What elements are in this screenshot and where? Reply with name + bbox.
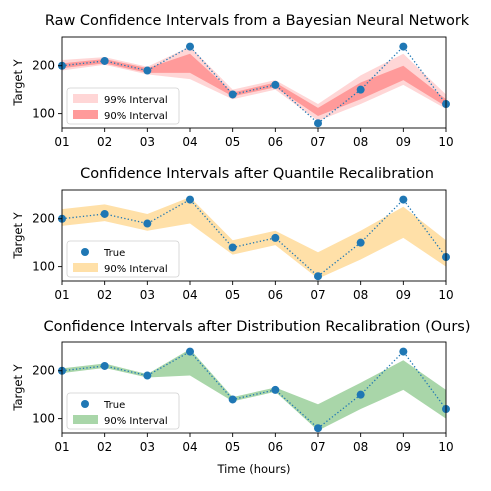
data-point <box>186 347 194 356</box>
data-point <box>271 80 280 89</box>
legend-label: 90% Interval <box>104 264 168 275</box>
legend-swatch <box>73 94 98 103</box>
x-tick-label: 03 <box>140 135 155 149</box>
x-tick-label: 09 <box>396 288 411 302</box>
legend-swatch <box>73 110 98 119</box>
data-point <box>186 195 194 204</box>
data-point <box>314 119 322 128</box>
x-tick-label: 03 <box>140 440 155 454</box>
data-point <box>314 272 322 281</box>
data-point <box>143 66 152 75</box>
x-tick-label: 07 <box>310 440 325 454</box>
chart-panel: Raw Confidence Intervals from a Bayesian… <box>11 13 470 149</box>
x-tick-label: 02 <box>97 288 112 302</box>
series-line <box>61 45 447 125</box>
x-tick-label: 10 <box>438 135 453 149</box>
y-axis-label: Target Y <box>11 363 25 411</box>
chart-panel: Confidence Intervals after Quantile Reca… <box>11 166 454 302</box>
data-point <box>271 233 280 242</box>
x-tick-label: 02 <box>97 440 112 454</box>
y-axis-label: Target Y <box>11 58 25 106</box>
y-tick-label: 200 <box>32 364 55 378</box>
chart-title: Confidence Intervals after Distribution … <box>43 319 470 335</box>
data-point <box>143 219 152 228</box>
legend-label: True <box>103 248 125 259</box>
data-point <box>399 347 408 356</box>
data-point <box>356 390 365 399</box>
y-tick-label: 200 <box>32 212 55 226</box>
axes-frame <box>61 341 447 434</box>
legend-swatch <box>73 263 98 272</box>
x-tick-label: 08 <box>353 288 368 302</box>
y-tick-label: 100 <box>32 412 55 426</box>
legend-label: 90% Interval <box>104 111 168 122</box>
x-tick-label: 08 <box>353 440 368 454</box>
data-point <box>186 42 194 51</box>
interval-band <box>62 53 446 117</box>
x-tick-label: 10 <box>438 288 453 302</box>
data-point <box>100 361 109 370</box>
x-tick-label: 03 <box>140 288 155 302</box>
x-tick-label: 09 <box>396 135 411 149</box>
x-tick-label: 06 <box>268 288 283 302</box>
data-point <box>356 85 365 94</box>
axes-frame <box>61 36 447 129</box>
x-tick-label: 05 <box>225 288 240 302</box>
x-tick-label: 04 <box>182 135 197 149</box>
x-tick-label: 04 <box>182 288 197 302</box>
x-tick-label: 01 <box>54 135 69 149</box>
legend-marker <box>81 400 89 408</box>
y-tick-label: 100 <box>32 107 55 121</box>
data-point <box>228 243 237 252</box>
chart-panel: Confidence Intervals after Distribution … <box>11 319 471 454</box>
legend-swatch <box>73 415 98 424</box>
chart-title: Raw Confidence Intervals from a Bayesian… <box>45 13 470 29</box>
x-tick-label: 10 <box>438 440 453 454</box>
x-tick-label: 04 <box>182 440 197 454</box>
x-tick-label: 01 <box>54 440 69 454</box>
x-tick-label: 07 <box>310 288 325 302</box>
data-point <box>228 90 237 99</box>
x-tick-label: 05 <box>225 135 240 149</box>
legend-label: 99% Interval <box>104 95 168 106</box>
series-line <box>61 198 447 278</box>
x-tick-label: 09 <box>396 440 411 454</box>
data-point <box>356 238 365 247</box>
legend-label: 90% Interval <box>104 416 168 427</box>
data-point <box>143 371 152 380</box>
y-axis-label: Target Y <box>11 211 25 259</box>
x-tick-label: 06 <box>268 440 283 454</box>
data-point <box>399 42 408 51</box>
x-tick-label: 07 <box>310 135 325 149</box>
chart-title: Confidence Intervals after Quantile Reca… <box>80 166 434 182</box>
series-line <box>61 350 447 430</box>
legend-label: True <box>103 400 125 411</box>
x-axis-label: Time (hours) <box>216 462 290 476</box>
x-tick-label: 06 <box>268 135 283 149</box>
legend-marker <box>81 248 89 256</box>
charts-container: Raw Confidence Intervals from a Bayesian… <box>11 13 471 454</box>
x-tick-label: 01 <box>54 288 69 302</box>
data-point <box>271 385 280 394</box>
x-tick-label: 05 <box>225 440 240 454</box>
y-tick-label: 200 <box>32 59 55 73</box>
x-tick-label: 02 <box>97 135 112 149</box>
axes-frame <box>61 189 447 282</box>
y-tick-label: 100 <box>32 260 55 274</box>
data-point <box>314 424 322 433</box>
data-point <box>100 209 109 218</box>
data-point <box>100 56 109 65</box>
data-point <box>228 395 237 404</box>
data-point <box>399 195 408 204</box>
x-tick-label: 08 <box>353 135 368 149</box>
